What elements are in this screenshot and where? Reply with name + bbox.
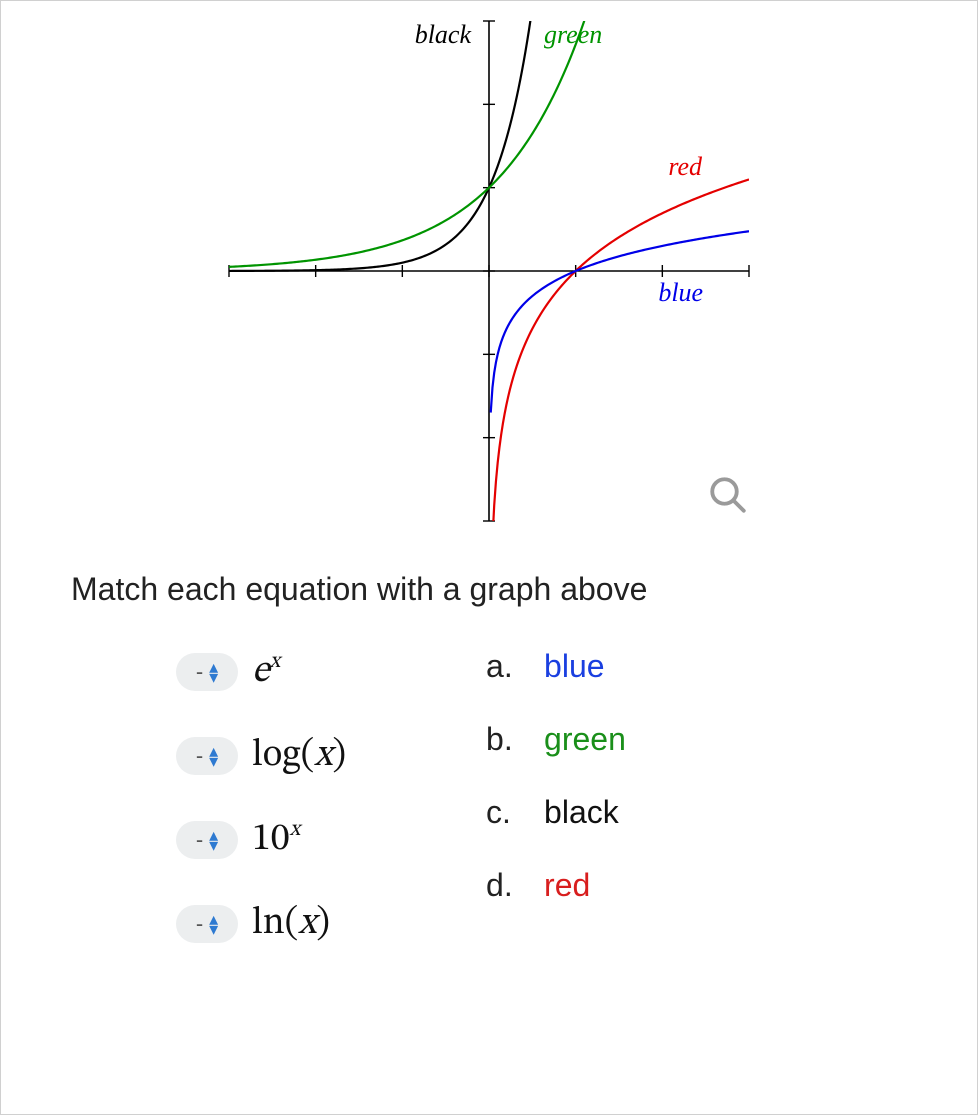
equation-math: log(x)	[252, 732, 346, 780]
answer-letter: d.	[486, 867, 526, 904]
answer-text: green	[544, 721, 626, 758]
selector-value: -	[196, 911, 203, 937]
equations-column: -▴▾ex-▴▾log(x)-▴▾10x-▴▾ln(x)	[176, 648, 346, 948]
answer-row: b. green	[486, 721, 626, 758]
match-selector[interactable]: -▴▾	[176, 737, 238, 775]
selector-value: -	[196, 659, 203, 685]
answer-letter: c.	[486, 794, 526, 831]
answer-row: d. red	[486, 867, 626, 904]
equation-row: -▴▾ log(x)	[176, 732, 346, 780]
equation-math: ln(x)	[252, 900, 330, 948]
equation-math: 10x	[252, 816, 300, 864]
page: black green red blue Match each equation wi…	[0, 0, 978, 1115]
equation-row: -▴▾ ln(x)	[176, 900, 346, 948]
chevron-updown-icon: ▴▾	[209, 830, 218, 850]
function-chart: black green red blue	[209, 11, 769, 531]
selector-value: -	[196, 827, 203, 853]
svg-text:red: red	[668, 152, 703, 181]
match-selector[interactable]: -▴▾	[176, 653, 238, 691]
equation-row: -▴▾ 10x	[176, 816, 346, 864]
svg-text:green: green	[544, 20, 602, 49]
prompt-text: Match each equation with a graph above	[71, 571, 917, 608]
equation-math: ex	[252, 648, 280, 696]
answer-text: red	[544, 867, 590, 904]
chevron-updown-icon: ▴▾	[209, 914, 218, 934]
answers-column: a. blue b. green c. black d. red	[486, 648, 626, 948]
magnifier-icon[interactable]	[707, 474, 749, 521]
answer-letter: b.	[486, 721, 526, 758]
selector-value: -	[196, 743, 203, 769]
answer-row: c. black	[486, 794, 626, 831]
answer-text: black	[544, 794, 619, 831]
match-selector[interactable]: -▴▾	[176, 821, 238, 859]
svg-text:blue: blue	[658, 278, 703, 307]
chevron-updown-icon: ▴▾	[209, 662, 218, 682]
equation-row: -▴▾ ex	[176, 648, 346, 696]
match-area: -▴▾ex-▴▾log(x)-▴▾10x-▴▾ln(x) a.blueb.gre…	[176, 648, 977, 948]
match-selector[interactable]: -▴▾	[176, 905, 238, 943]
answer-row: a. blue	[486, 648, 626, 685]
answer-letter: a.	[486, 648, 526, 685]
chevron-updown-icon: ▴▾	[209, 746, 218, 766]
chart-area: black green red blue	[139, 1, 839, 531]
answer-text: blue	[544, 648, 605, 685]
svg-text:black: black	[415, 20, 472, 49]
